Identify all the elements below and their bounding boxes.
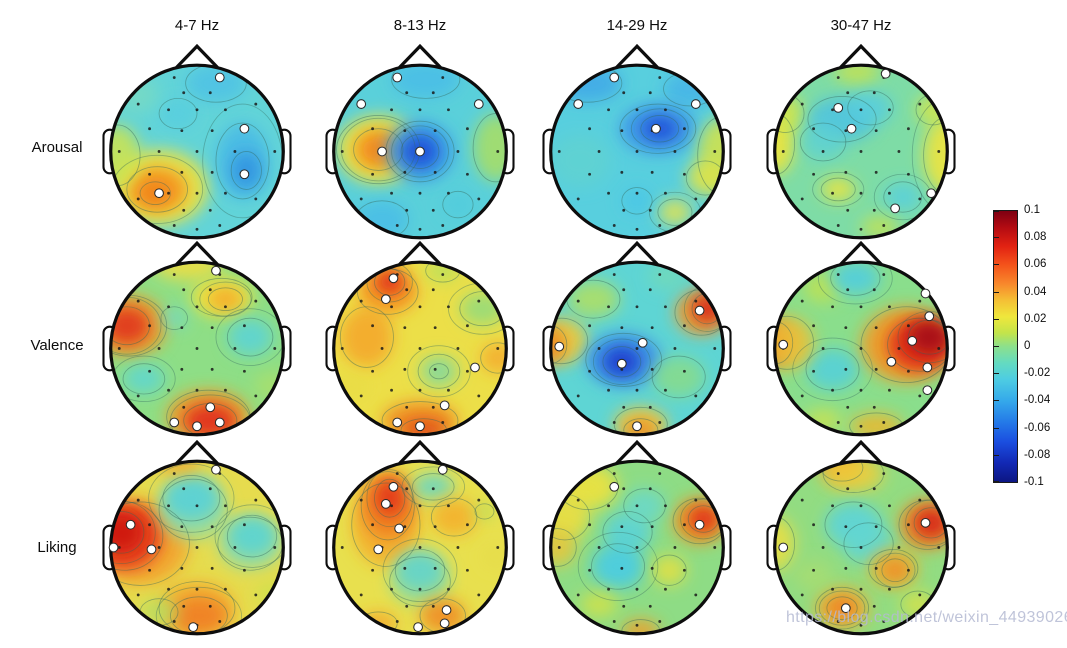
electrode-dots (557, 471, 717, 627)
contour-lines (110, 463, 284, 634)
electrode-markers (554, 305, 705, 431)
topoplot-valence-30-47-hz (766, 240, 956, 436)
colorbar-tick-mark (994, 400, 999, 402)
colorbar-tick-label: 0.08 (1024, 231, 1047, 244)
electrode-markers (833, 68, 937, 213)
head-circle (109, 260, 285, 436)
topoplot-liking-30-47-hz (766, 439, 956, 635)
electrode-markers (778, 517, 931, 613)
row-label-valence: Valence (30, 337, 84, 354)
topoplot-arousal-30-47-hz (766, 43, 956, 239)
colorbar-tick-label: 0.1 (1024, 204, 1040, 216)
head-circle (549, 260, 725, 436)
electrode-dots (557, 272, 717, 428)
electrode-dots (781, 272, 941, 428)
colorbar-tick-label: 0.04 (1024, 285, 1047, 298)
head-circle (773, 260, 949, 436)
electrode-markers (778, 288, 935, 395)
colorbar-tick-label: 0.02 (1024, 312, 1047, 325)
contour-lines (351, 465, 495, 634)
topoplot-liking-8-13-hz (325, 439, 515, 635)
row-label-liking: Liking (37, 539, 77, 556)
watermark-text: https://blog.csdn.net/weixin_44939026 (786, 609, 1067, 626)
colorbar-tick-label: -0.08 (1024, 448, 1051, 461)
scalp-interpolation (774, 460, 948, 634)
topoplot-liking-14-29-hz (542, 439, 732, 635)
electrode-dots (117, 471, 277, 627)
electrode-markers (373, 464, 452, 632)
electrode-dots (117, 75, 277, 231)
electrode-markers (380, 272, 480, 431)
colorbar-tick-mark (994, 373, 999, 375)
topoplot-valence-14-29-hz (542, 240, 732, 436)
topoplot-valence-8-13-hz (325, 240, 515, 436)
electrode-markers (609, 481, 705, 530)
electrode-markers (169, 265, 225, 431)
colorbar-tick-mark (994, 237, 999, 239)
head-circle (332, 260, 508, 436)
head-outline (766, 43, 956, 174)
topoplot-arousal-8-13-hz (325, 43, 515, 239)
colorbar-tick-label: -0.04 (1024, 394, 1051, 407)
colorbar-tick-label: 0 (1024, 340, 1031, 352)
colorbar-tick-label: -0.1 (1024, 476, 1044, 488)
row-label-arousal: Arousal (31, 139, 83, 156)
col-header-band-2: 8-13 Hz (393, 17, 447, 34)
topoplot-arousal-14-29-hz (542, 43, 732, 239)
scalp-interpolation (774, 64, 948, 238)
scalp-interpolation (333, 460, 507, 634)
colorbar-tick-mark (994, 481, 999, 482)
head-circle (109, 63, 285, 239)
col-header-band-3: 14-29 Hz (606, 17, 668, 34)
colorbar-tick-label: -0.06 (1024, 421, 1051, 434)
colorbar-tick-mark (994, 291, 999, 293)
electrode-markers (356, 72, 484, 156)
topoplot-liking-4-7-hz (102, 439, 292, 635)
head-circle (549, 459, 725, 635)
colorbar-tick-mark (994, 211, 999, 212)
electrode-dots (781, 75, 941, 231)
colorbar-tick-mark (994, 346, 999, 347)
col-header-band-1: 4-7 Hz (174, 17, 220, 34)
col-header-band-4: 30-47 Hz (830, 17, 892, 34)
electrode-dots (781, 471, 941, 627)
contour-lines (336, 64, 507, 238)
colorbar-tick-label: -0.02 (1024, 367, 1051, 380)
topoplot-valence-4-7-hz (102, 240, 292, 436)
electrode-markers (154, 72, 250, 198)
head-circle (332, 459, 508, 635)
electrode-markers (573, 72, 701, 134)
head-circle (549, 63, 725, 239)
colorbar-tick-mark (994, 454, 999, 456)
colorbar-tick-mark (994, 264, 999, 266)
head-circle (773, 459, 949, 635)
colorbar-tick-mark (994, 427, 999, 429)
electrode-markers (108, 464, 221, 632)
colorbar: 0.1 0.08 0.06 0.04 0.02 0 -0.02 -0.04 -0… (993, 204, 1067, 488)
scalp-interpolation (333, 261, 507, 435)
contour-lines (774, 261, 948, 435)
colorbar-tick-mark (994, 318, 999, 320)
topoplot-arousal-4-7-hz (102, 43, 292, 239)
head-circle (332, 63, 508, 239)
head-circle (773, 63, 949, 239)
colorbar-tick-label: 0.06 (1024, 258, 1047, 271)
